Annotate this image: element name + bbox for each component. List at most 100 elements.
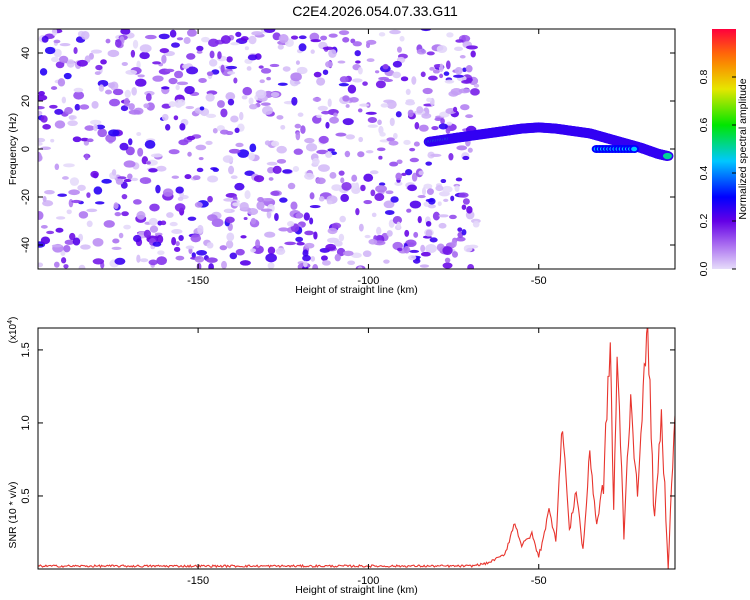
noise-speckle <box>137 74 145 78</box>
noise-speckle <box>426 51 435 56</box>
noise-speckle <box>334 253 341 262</box>
noise-speckle <box>333 112 338 117</box>
noise-speckle <box>362 81 368 86</box>
noise-speckle <box>260 68 272 74</box>
noise-speckle <box>55 227 64 233</box>
noise-speckle <box>339 215 346 223</box>
noise-speckle <box>313 71 322 78</box>
noise-speckle <box>384 210 395 216</box>
noise-speckle <box>207 214 218 221</box>
noise-speckle <box>130 49 136 58</box>
noise-speckle <box>184 85 195 95</box>
noise-speckle <box>358 136 364 143</box>
noise-speckle <box>360 184 366 192</box>
noise-speckle <box>51 29 58 36</box>
noise-speckle <box>400 76 409 82</box>
noise-speckle <box>321 110 331 115</box>
noise-speckle <box>169 29 177 38</box>
noise-speckle <box>383 78 393 83</box>
noise-speckle <box>234 127 240 133</box>
noise-speckle <box>168 101 176 108</box>
noise-speckle <box>303 260 308 268</box>
noise-speckle <box>276 158 287 164</box>
noise-speckle <box>342 118 354 126</box>
noise-speckle <box>230 42 240 46</box>
noise-speckle <box>185 105 195 110</box>
noise-speckle <box>255 239 261 249</box>
noise-speckle <box>413 231 419 238</box>
noise-speckle <box>175 241 180 247</box>
noise-speckle <box>156 234 164 244</box>
noise-speckle <box>239 111 244 121</box>
noise-speckle <box>382 63 389 70</box>
noise-speckle <box>73 47 78 54</box>
noise-speckle <box>162 188 174 197</box>
noise-speckle <box>282 169 293 174</box>
noise-speckle <box>195 144 207 151</box>
noise-speckle <box>161 86 170 90</box>
noise-speckle <box>438 214 449 218</box>
noise-speckle <box>258 65 264 69</box>
noise-speckle <box>186 135 196 141</box>
noise-speckle <box>441 185 453 193</box>
noise-speckle <box>53 261 60 268</box>
noise-speckle <box>272 32 281 41</box>
noise-speckle <box>220 129 229 135</box>
noise-speckle <box>278 34 289 44</box>
noise-speckle <box>246 66 252 71</box>
noise-speckle <box>187 29 197 37</box>
noise-speckle <box>123 178 132 183</box>
noise-speckle <box>197 224 204 234</box>
noise-speckle <box>428 75 438 81</box>
noise-speckle <box>275 247 286 255</box>
noise-speckle <box>54 120 66 129</box>
noise-speckle <box>93 186 103 195</box>
noise-speckle <box>376 226 382 235</box>
noise-speckle <box>42 124 51 130</box>
noise-speckle <box>317 105 328 111</box>
noise-speckle <box>399 35 405 42</box>
noise-speckle <box>312 157 320 166</box>
noise-speckle <box>325 151 333 158</box>
noise-speckle <box>405 239 417 248</box>
noise-speckle <box>93 124 98 132</box>
noise-speckle <box>228 165 235 175</box>
noise-speckle <box>226 56 233 63</box>
noise-speckle <box>444 79 455 84</box>
noise-speckle <box>411 172 418 182</box>
noise-speckle <box>73 87 84 93</box>
noise-speckle <box>452 106 458 113</box>
noise-speckle <box>211 69 220 75</box>
noise-speckle <box>161 113 169 121</box>
noise-speckle <box>413 141 420 147</box>
noise-speckle <box>409 147 416 152</box>
noise-speckle <box>128 138 133 146</box>
noise-speckle <box>198 156 204 161</box>
noise-speckle <box>226 232 235 242</box>
noise-speckle <box>345 104 350 108</box>
noise-speckle <box>208 59 218 67</box>
noise-speckle <box>389 117 395 127</box>
noise-speckle <box>429 237 438 243</box>
noise-speckle <box>222 155 234 163</box>
noise-speckle <box>338 30 350 36</box>
noise-speckle <box>229 252 238 260</box>
noise-speckle <box>227 98 235 106</box>
noise-speckle <box>392 60 402 68</box>
noise-speckle <box>266 161 278 166</box>
noise-speckle <box>349 182 359 190</box>
noise-speckle <box>386 137 395 142</box>
noise-speckle <box>365 42 371 49</box>
noise-speckle <box>196 50 203 54</box>
noise-speckle <box>207 195 213 203</box>
noise-speckle <box>206 257 218 263</box>
noise-speckle <box>38 262 44 268</box>
noise-speckle <box>427 204 436 209</box>
noise-speckle <box>224 208 232 213</box>
noise-speckle <box>338 82 349 87</box>
noise-speckle <box>124 89 131 98</box>
noise-speckle <box>351 252 362 259</box>
noise-speckle <box>152 75 164 82</box>
noise-speckle <box>312 97 322 102</box>
noise-speckle <box>53 48 62 58</box>
